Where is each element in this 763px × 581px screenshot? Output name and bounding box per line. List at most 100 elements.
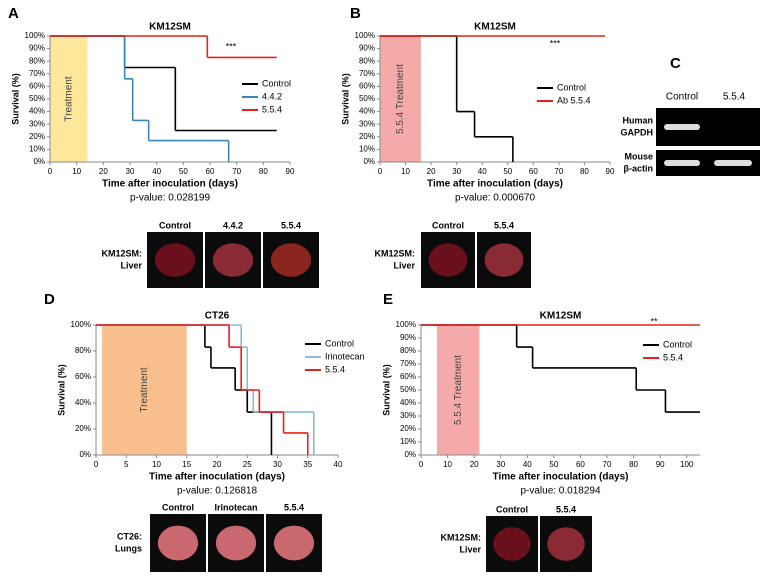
panel-letter: A — [8, 5, 19, 22]
y-tick-label: 90% — [29, 44, 45, 53]
x-tick-label: 30 — [496, 460, 505, 469]
legend-label: Control — [663, 339, 692, 349]
gel-band — [664, 124, 700, 130]
y-tick-label: 40% — [75, 398, 91, 407]
panel-letter: D — [44, 291, 55, 308]
legend-label: Control — [262, 78, 291, 88]
gel-row-label: GAPDH — [620, 127, 653, 137]
x-axis-label: Time after inoculation (days) — [102, 179, 238, 190]
x-tick-label: 90 — [286, 167, 295, 176]
photo-column-label: Control — [496, 504, 528, 514]
y-tick-label: 30% — [29, 119, 45, 128]
p-value: p-value: 0.000670 — [455, 193, 536, 204]
tissue — [547, 527, 585, 561]
x-axis-label: Time after inoculation (days) — [149, 472, 285, 483]
legend-label: Irinotecan — [325, 351, 365, 361]
x-tick-label: 10 — [152, 460, 161, 469]
gel-column-label: Control — [666, 92, 698, 103]
x-tick-label: 60 — [576, 460, 585, 469]
y-tick-label: 10% — [400, 437, 416, 446]
gel-column-label: 5.5.4 — [723, 92, 746, 103]
y-tick-label: 50% — [400, 385, 416, 394]
y-tick-label: 70% — [400, 359, 416, 368]
x-tick-label: 70 — [554, 167, 563, 176]
x-tick-label: 25 — [243, 460, 252, 469]
y-tick-label: 10% — [359, 145, 375, 154]
y-tick-label: 0% — [33, 157, 45, 166]
y-tick-label: 90% — [400, 333, 416, 342]
photo-column-label: 5.5.4 — [556, 504, 576, 514]
y-tick-label: 70% — [29, 69, 45, 78]
y-tick-label: 100% — [355, 31, 375, 40]
chart-title: KM12SM — [540, 311, 582, 322]
treatment-label: Treatment — [139, 367, 150, 412]
treatment-band — [50, 36, 88, 162]
tissue — [484, 243, 524, 277]
x-tick-label: 50 — [549, 460, 558, 469]
panel-letter: C — [670, 55, 681, 72]
x-tick-label: 80 — [580, 167, 589, 176]
photo-row-label: Lungs — [115, 543, 142, 553]
x-tick-label: 90 — [606, 167, 615, 176]
gel-band — [714, 160, 752, 166]
y-tick-label: 10% — [29, 145, 45, 154]
photo-column-label: 5.5.4 — [284, 502, 304, 512]
photo-column-label: Control — [159, 220, 191, 230]
annotation: *** — [550, 38, 561, 48]
y-tick-label: 50% — [359, 94, 375, 103]
x-tick-label: 20 — [99, 167, 108, 176]
photo-column-label: Irinotecan — [214, 502, 257, 512]
x-tick-label: 80 — [259, 167, 268, 176]
y-tick-label: 40% — [400, 398, 416, 407]
y-tick-label: 80% — [29, 56, 45, 65]
y-tick-label: 40% — [29, 107, 45, 116]
treatment-band — [380, 36, 421, 162]
tissue — [212, 243, 254, 277]
x-tick-label: 50 — [503, 167, 512, 176]
photo-row-label: Liver — [459, 544, 481, 554]
legend-label: 4.4.2 — [262, 91, 282, 101]
x-tick-label: 10 — [72, 167, 81, 176]
tissue — [270, 243, 312, 277]
tissue — [493, 527, 531, 561]
photo-column-label: 4.4.2 — [223, 220, 243, 230]
treatment-band — [102, 325, 187, 455]
y-tick-label: 100% — [25, 31, 45, 40]
treatment-label: Treatment — [63, 76, 74, 121]
gel-row-label: Mouse — [624, 151, 653, 161]
x-tick-label: 70 — [232, 167, 241, 176]
y-tick-label: 60% — [29, 82, 45, 91]
annotation: *** — [226, 41, 237, 51]
legend-label: Ab 5.5.4 — [557, 95, 591, 105]
y-tick-label: 70% — [359, 69, 375, 78]
y-tick-label: 0% — [363, 157, 375, 166]
x-tick-label: 60 — [529, 167, 538, 176]
x-tick-label: 5 — [124, 460, 129, 469]
photo-row-label: Liver — [120, 260, 142, 270]
y-axis-label: Survival (%) — [56, 364, 66, 416]
y-tick-label: 0% — [404, 450, 416, 459]
legend-label: 5.5.4 — [663, 352, 683, 362]
x-tick-label: 0 — [378, 167, 383, 176]
x-tick-label: 35 — [303, 460, 312, 469]
p-value: p-value: 0.018294 — [520, 486, 601, 497]
treatment-label: 5.5.4 Treatment — [395, 64, 406, 134]
x-tick-label: 80 — [629, 460, 638, 469]
x-tick-label: 60 — [206, 167, 215, 176]
photo-column-label: Control — [432, 220, 464, 230]
chart-title: KM12SM — [149, 22, 191, 33]
legend-label: 5.5.4 — [325, 364, 345, 374]
y-tick-label: 100% — [71, 320, 91, 329]
treatment-label: 5.5.4 Treatment — [453, 355, 464, 425]
x-tick-label: 0 — [419, 460, 424, 469]
gel-band — [664, 160, 700, 166]
chart-title: KM12SM — [474, 22, 516, 33]
x-tick-label: 100 — [680, 460, 694, 469]
x-tick-label: 20 — [427, 167, 436, 176]
y-tick-label: 80% — [400, 346, 416, 355]
photo-row-label: KM12SM: — [374, 248, 415, 258]
photo-column-label: Control — [162, 502, 194, 512]
y-tick-label: 30% — [400, 411, 416, 420]
photo-row-label: KM12SM: — [101, 248, 142, 258]
